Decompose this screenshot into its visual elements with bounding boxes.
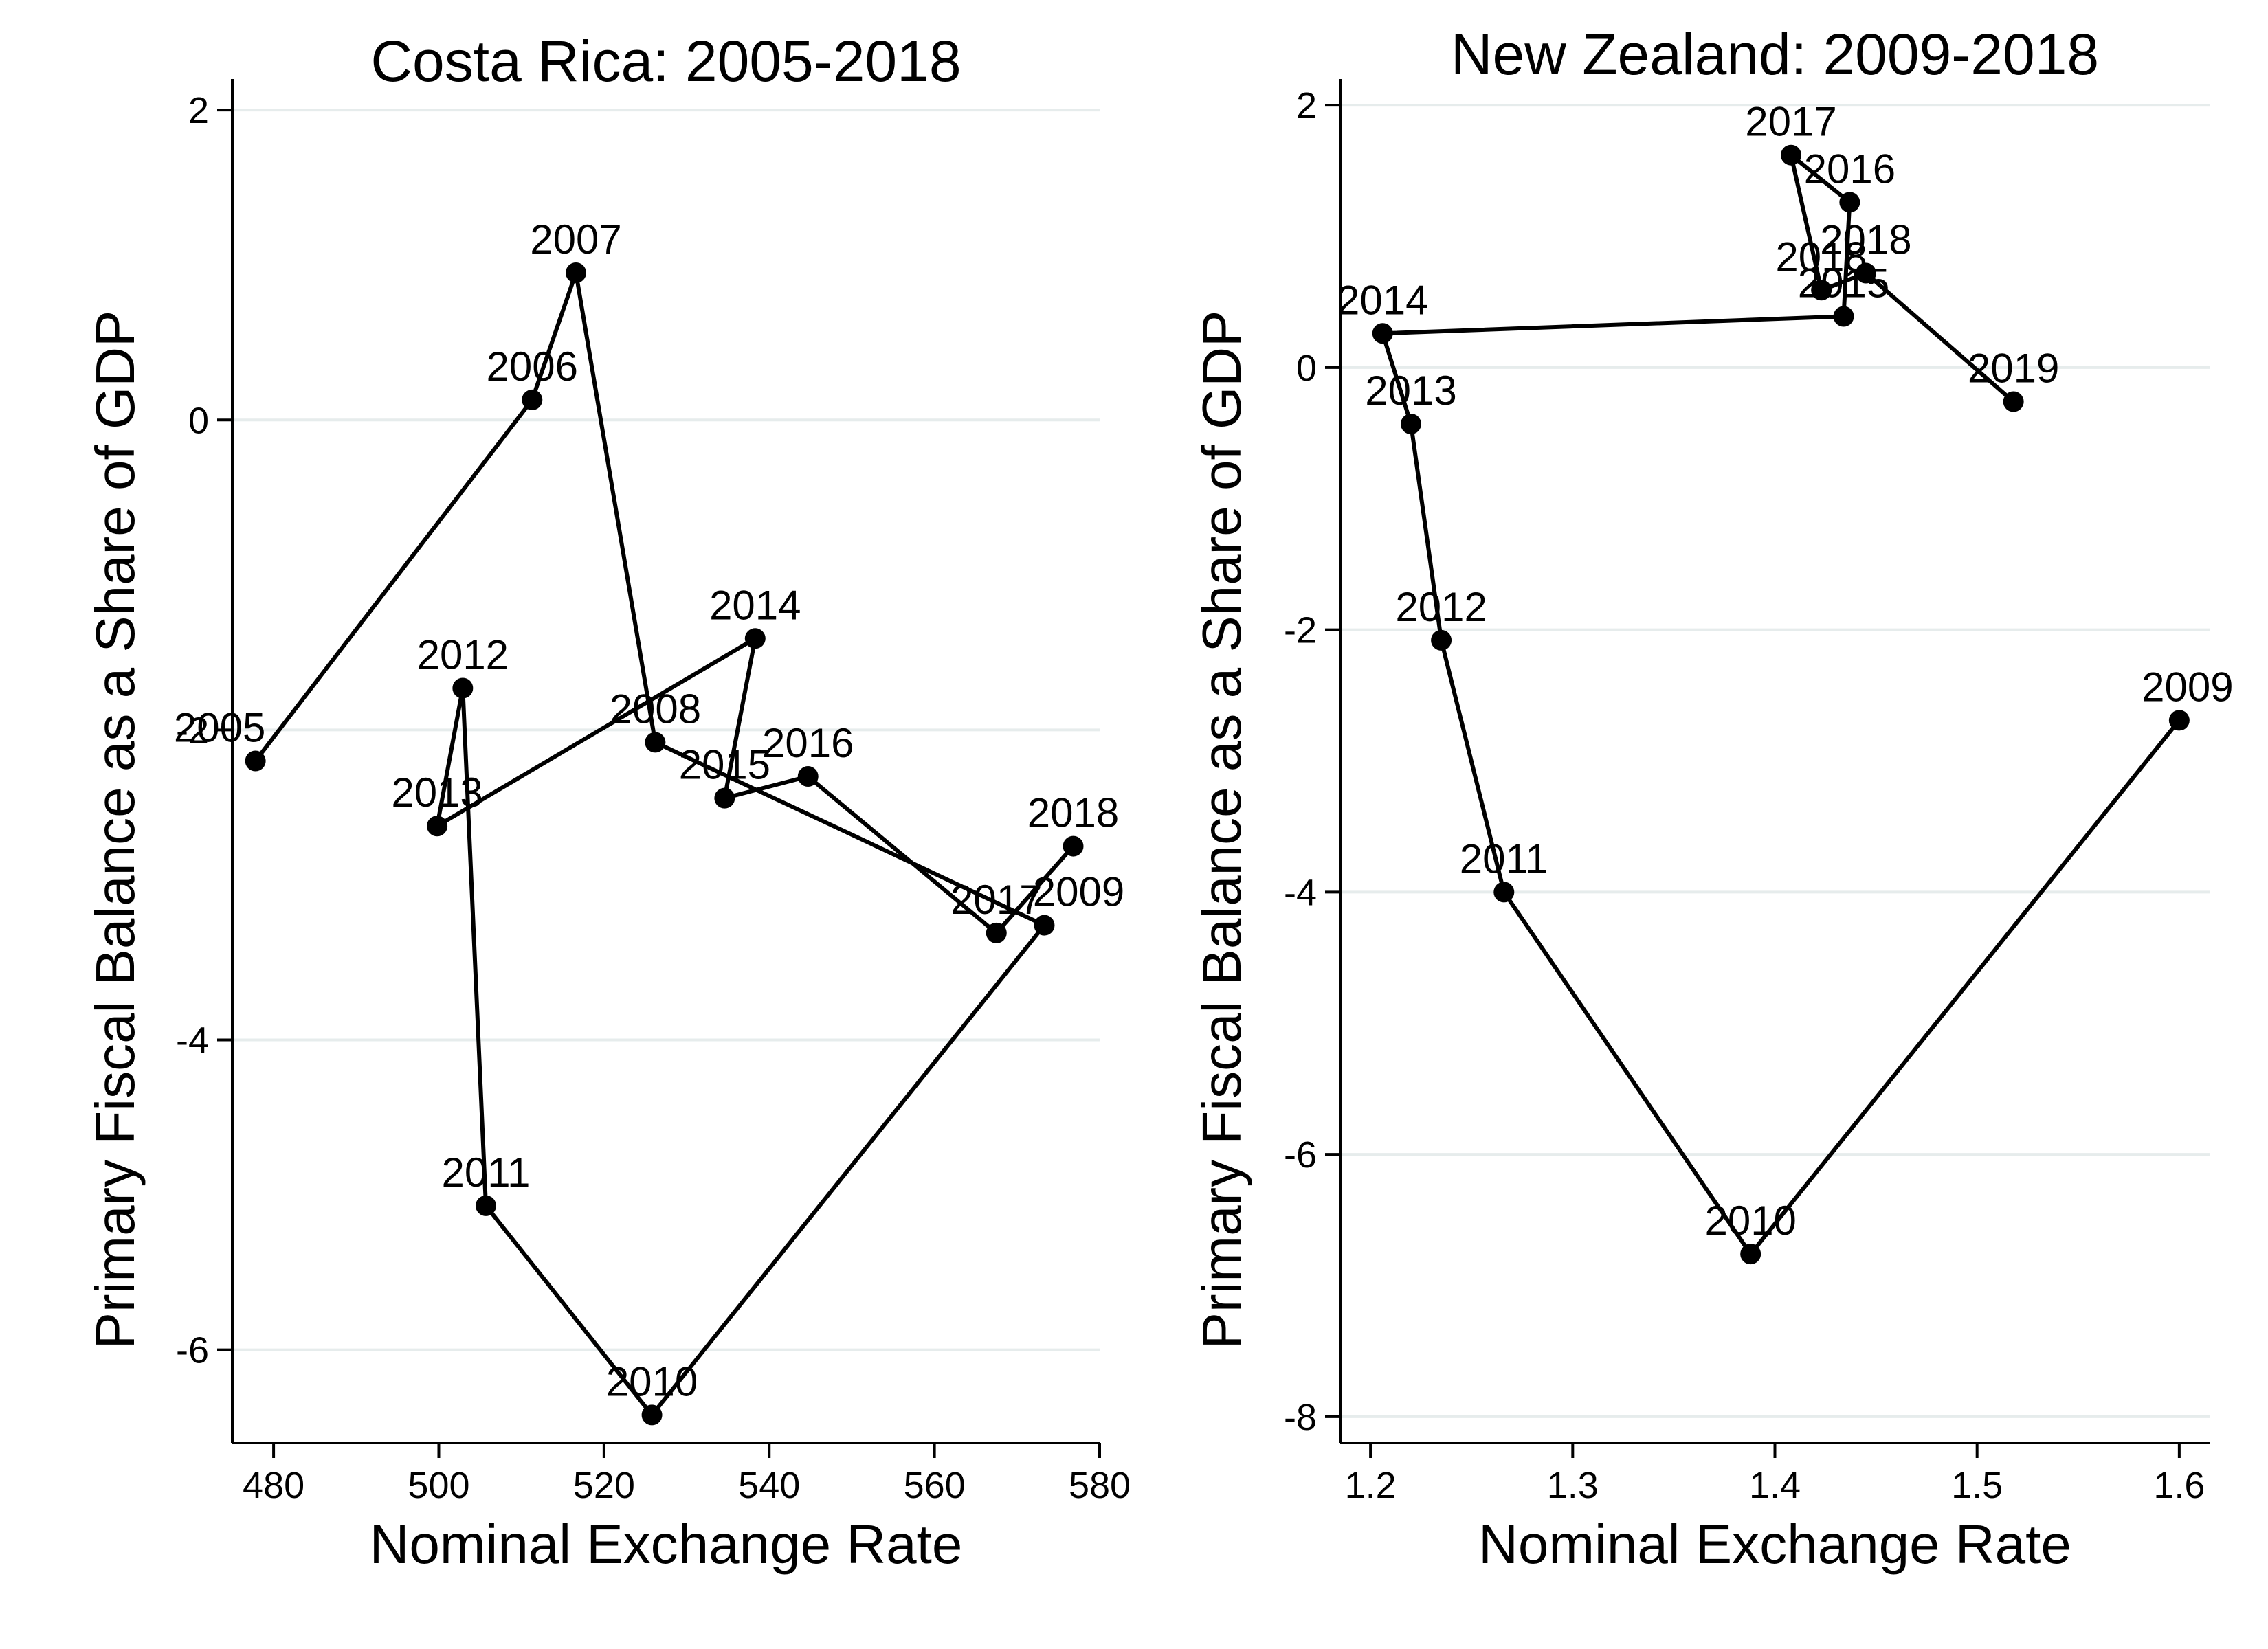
- x-tick-label: 480: [243, 1465, 304, 1506]
- data-point: [1493, 882, 1515, 903]
- data-point: [1372, 323, 1393, 344]
- y-tick-label: -6: [176, 1330, 209, 1371]
- data-point: [1034, 915, 1055, 936]
- y-tick-label: -2: [176, 710, 209, 751]
- data-label: 2013: [1365, 368, 1456, 414]
- x-tick-label: 520: [573, 1465, 635, 1506]
- x-tick-label: 580: [1069, 1465, 1131, 1506]
- data-label: 2009: [1033, 869, 1124, 915]
- data-label: 2017: [1745, 99, 1836, 145]
- x-axis-label: Nominal Exchange Rate: [370, 1514, 963, 1575]
- data-label: 2016: [1804, 146, 1895, 192]
- y-tick-label: -4: [176, 1020, 209, 1062]
- data-point: [641, 1404, 663, 1426]
- series-line: [1380, 153, 2181, 1257]
- x-tick-label: 1.2: [1345, 1465, 1397, 1506]
- data-label: 2019: [1968, 346, 2059, 392]
- x-tick-label: 560: [904, 1465, 966, 1506]
- x-tick-label: 1.6: [2153, 1465, 2205, 1506]
- data-point: [1855, 262, 1876, 284]
- data-label: 2012: [1395, 584, 1487, 630]
- x-tick-label: 500: [408, 1465, 469, 1506]
- data-point: [1431, 629, 1452, 651]
- y-axis-label: Primary Fiscal Balance as a Share of GDP: [1191, 311, 1252, 1349]
- data-label: 2012: [417, 631, 509, 677]
- y-axis-label: Primary Fiscal Balance as a Share of GDP: [85, 311, 146, 1349]
- data-label: 2005: [174, 705, 265, 751]
- data-label: 2016: [762, 720, 854, 766]
- data-point: [1740, 1244, 1761, 1265]
- y-tick-label: -2: [1284, 610, 1317, 651]
- data-label: 2018: [1775, 234, 1867, 280]
- chart-title: Costa Rica: 2005-2018: [370, 29, 961, 93]
- data-point: [1781, 144, 1802, 166]
- data-point: [522, 389, 543, 410]
- data-point: [744, 628, 766, 649]
- data-point: [714, 787, 735, 809]
- y-tick-label: 0: [188, 400, 209, 441]
- y-tick-label: -4: [1284, 872, 1317, 913]
- data-point: [1400, 413, 1421, 434]
- data-point: [2003, 391, 2024, 412]
- chart-title: New Zealand: 2009-2018: [1451, 22, 2099, 87]
- data-label: 2009: [2142, 664, 2233, 710]
- data-label: 2014: [709, 582, 801, 628]
- data-label: 2015: [679, 742, 770, 788]
- data-point: [797, 766, 819, 787]
- series-line: [254, 271, 1075, 1417]
- data-label: 2007: [530, 216, 621, 262]
- x-tick-label: 1.4: [1749, 1465, 1801, 1506]
- y-tick-label: 2: [1296, 85, 1317, 126]
- x-tick-label: 540: [738, 1465, 800, 1506]
- data-point: [475, 1195, 496, 1216]
- data-label: 2013: [391, 770, 482, 816]
- data-point: [245, 750, 266, 772]
- y-tick-label: -6: [1284, 1134, 1317, 1176]
- x-axis-label: Nominal Exchange Rate: [1478, 1514, 2071, 1575]
- data-point: [1811, 280, 1832, 301]
- data-label: 2008: [610, 686, 701, 732]
- y-tick-label: -8: [1284, 1397, 1317, 1438]
- data-point: [1833, 306, 1854, 327]
- data-point: [1063, 835, 1084, 857]
- y-tick-label: 2: [188, 90, 209, 131]
- data-point: [565, 262, 586, 283]
- new-zealand-panel: -8 -6 -4 -2 0 2 1.2 1.3 1.4 1.5 1.6 2009 2010 2011 201…: [1191, 22, 2234, 1575]
- data-label: 2010: [1704, 1198, 1796, 1244]
- y-tick-label: 0: [1296, 348, 1317, 389]
- data-label: 2014: [1337, 277, 1428, 323]
- data-point: [645, 732, 666, 753]
- data-label: 2010: [606, 1358, 698, 1404]
- data-point: [986, 922, 1007, 943]
- data-label: 2018: [1027, 790, 1119, 836]
- x-tick-label: 1.5: [1951, 1465, 2003, 1506]
- x-tick-label: 1.3: [1547, 1465, 1599, 1506]
- data-label: 2011: [441, 1149, 530, 1196]
- data-point: [427, 816, 448, 837]
- costa-rica-panel: -6 -4 -2 0 2 480 500 520 540 560 580 2005 2006 2007 20…: [85, 29, 1131, 1575]
- data-point: [452, 677, 474, 699]
- data-point: [2168, 710, 2190, 731]
- data-point: [1839, 192, 1860, 213]
- data-label: 2011: [1460, 835, 1548, 882]
- data-label: 2018: [1820, 216, 1911, 262]
- data-label: 2017: [950, 877, 1042, 923]
- data-label: 2006: [487, 344, 578, 390]
